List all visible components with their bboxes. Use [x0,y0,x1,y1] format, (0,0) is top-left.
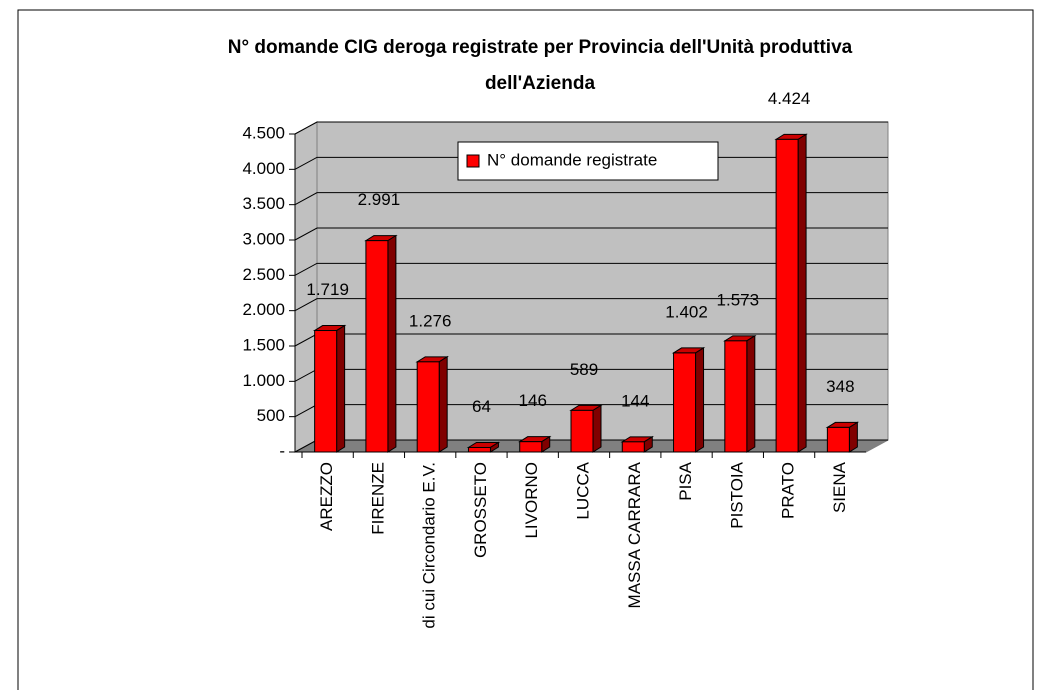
bar-side [438,355,448,453]
grid-line [294,192,888,206]
bar [519,441,543,453]
bar-side [336,324,346,453]
bar [673,352,697,453]
bar [724,340,748,453]
data-label: 1.719 [306,280,349,299]
chart-title: N° domande CIG deroga registrate per Pro… [228,37,853,58]
y-tick-label: 3.000 [242,229,285,248]
data-label: 589 [570,360,598,379]
x-tick-label: MASSA CARRARA [625,461,644,608]
bar-side [746,334,756,453]
bar-side [592,404,602,453]
x-tick-label: PISA [676,461,695,500]
bar [467,446,491,453]
legend-swatch [466,154,480,168]
y-tick-label: 4.000 [242,159,285,178]
x-tick-label: di cui Circondario E.V. [420,462,439,629]
x-tick-label: AREZZO [317,462,336,531]
bar [570,409,594,453]
bar [365,240,389,453]
grid-line [294,121,888,135]
x-tick-label: PISTOIA [727,461,746,528]
y-tick-label: - [279,441,285,460]
y-tick-label: 4.500 [242,123,285,142]
y-tick-label: 2.500 [242,265,285,284]
data-label: 146 [519,391,547,410]
bar [314,330,338,453]
x-tick-label: PRATO [779,462,798,519]
x-tick-label: GROSSETO [471,462,490,558]
y-tick-label: 1.000 [242,371,285,390]
grid-line [294,262,888,276]
data-label: 1.276 [409,311,452,330]
y-tick-label: 3.500 [242,194,285,213]
bar [826,426,850,453]
data-label: 348 [826,377,854,396]
bar-side [387,234,397,453]
grid-line [294,227,888,241]
bar [621,441,645,453]
legend-label: N° domande registrate [487,150,657,169]
grid-line [294,298,888,312]
bar [416,361,440,453]
y-tick-label: 2.000 [242,300,285,319]
data-label: 144 [621,391,649,410]
data-label: 64 [472,397,491,416]
x-tick-label: SIENA [830,461,849,513]
x-tick-label: LUCCA [573,461,592,519]
bar [775,138,799,453]
x-tick-label: LIVORNO [522,462,541,539]
bar-side [848,421,858,453]
chart-title: dell'Azienda [485,73,596,94]
x-tick-label: FIRENZE [368,462,387,535]
legend-box [457,141,719,181]
legend: N° domande registrate [457,141,719,181]
bar-side [695,347,705,453]
bar-side [797,133,807,453]
y-tick-label: 500 [257,406,285,425]
data-label: 1.402 [665,302,708,321]
data-label: 4.424 [768,89,811,108]
data-label: 1.573 [717,290,760,309]
y-tick-label: 1.500 [242,335,285,354]
data-label: 2.991 [358,190,401,209]
